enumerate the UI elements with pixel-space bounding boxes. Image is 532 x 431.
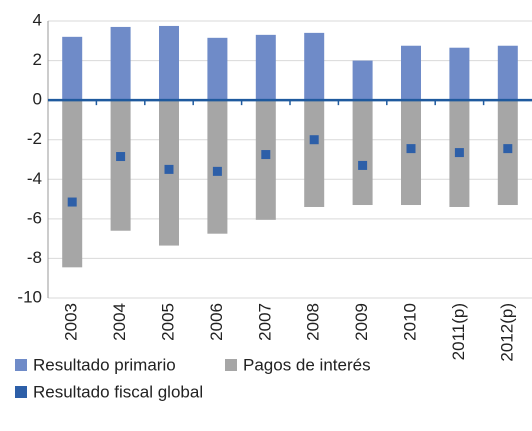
marker xyxy=(67,197,77,207)
bar xyxy=(207,37,228,101)
bar xyxy=(449,47,470,101)
x-tick-label: 2011(p) xyxy=(449,303,468,360)
y-tick-label: -4 xyxy=(27,169,42,188)
y-tick-label: -2 xyxy=(27,129,42,148)
marker xyxy=(164,164,174,174)
legend-label: Resultado fiscal global xyxy=(33,382,203,401)
marker xyxy=(261,150,271,160)
y-tick-label: 2 xyxy=(33,50,42,69)
y-tick-label: 0 xyxy=(33,90,42,109)
bar xyxy=(62,100,83,268)
x-tick-label: 2005 xyxy=(158,303,177,341)
bar xyxy=(255,34,276,101)
x-tick-label: 2010 xyxy=(400,303,419,341)
y-tick-label: -10 xyxy=(17,287,42,306)
marker xyxy=(212,166,222,176)
bar xyxy=(110,26,131,101)
legend-label: Pagos de interés xyxy=(243,355,371,374)
x-tick-label: 2008 xyxy=(304,303,323,341)
y-tick-label: 4 xyxy=(33,10,42,29)
bar xyxy=(62,36,83,101)
marker xyxy=(358,160,368,170)
marker xyxy=(116,152,126,162)
x-tick-label: 2007 xyxy=(255,303,274,341)
y-tick-label: -8 xyxy=(27,248,42,267)
bar xyxy=(352,60,373,101)
legend-swatch xyxy=(15,386,27,398)
bar xyxy=(352,100,373,206)
bar xyxy=(304,32,325,101)
bar xyxy=(159,25,179,101)
y-tick-label: -6 xyxy=(27,208,42,227)
legend-swatch xyxy=(15,359,27,371)
bar xyxy=(255,100,276,220)
marker xyxy=(309,135,319,145)
x-tick-label: 2003 xyxy=(62,303,81,341)
x-tick-label: 2006 xyxy=(207,303,226,341)
legend-swatch xyxy=(225,359,237,371)
marker xyxy=(454,148,464,158)
x-tick-label: 2012(p) xyxy=(497,303,516,362)
bar xyxy=(304,100,325,207)
marker xyxy=(503,144,513,154)
bar xyxy=(401,45,421,101)
legend-label: Resultado primario xyxy=(33,355,176,374)
x-tick-label: 2009 xyxy=(352,303,371,341)
marker xyxy=(406,144,416,154)
bar xyxy=(110,100,131,231)
x-tick-label: 2004 xyxy=(110,303,129,341)
bar xyxy=(497,45,518,101)
